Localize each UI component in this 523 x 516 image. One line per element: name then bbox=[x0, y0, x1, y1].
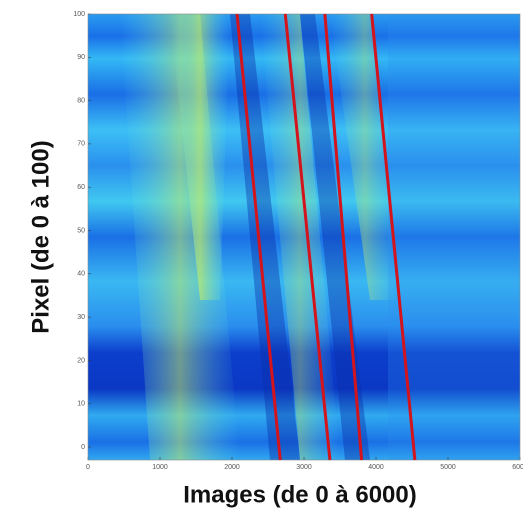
x-tick-label: 3000 bbox=[296, 464, 312, 471]
heatmap-image bbox=[88, 14, 520, 460]
y-axis-label: Pixel (de 0 à 100) bbox=[27, 140, 54, 333]
x-tick-label: 0 bbox=[86, 464, 90, 471]
x-tick-label: 6000 bbox=[512, 464, 523, 471]
y-tick-label: 20 bbox=[77, 357, 85, 364]
y-tick-label: 30 bbox=[77, 314, 85, 321]
red-line bbox=[323, 13, 364, 461]
plot-frame bbox=[87, 13, 521, 461]
x-tick-label: 2000 bbox=[224, 464, 240, 471]
red-line bbox=[235, 13, 282, 461]
y-tick-label: 80 bbox=[77, 97, 85, 104]
y-tick-label: 100 bbox=[73, 11, 85, 18]
red-line bbox=[370, 13, 417, 461]
y-tick-label: 50 bbox=[77, 227, 85, 234]
y-tick-label: 10 bbox=[77, 401, 85, 408]
x-tick-label: 4000 bbox=[368, 464, 384, 471]
x-axis-label: Images (de 0 à 6000) bbox=[183, 481, 416, 508]
x-tick-label: 5000 bbox=[440, 464, 456, 471]
y-tick-label: 40 bbox=[77, 271, 85, 278]
red-line bbox=[283, 13, 332, 461]
y-tick-label: 70 bbox=[77, 141, 85, 148]
y-tick-label: 0 bbox=[81, 444, 85, 451]
y-tick-label: 90 bbox=[77, 54, 85, 61]
y-tick-label: 60 bbox=[77, 184, 85, 191]
x-tick-label: 1000 bbox=[152, 464, 168, 471]
